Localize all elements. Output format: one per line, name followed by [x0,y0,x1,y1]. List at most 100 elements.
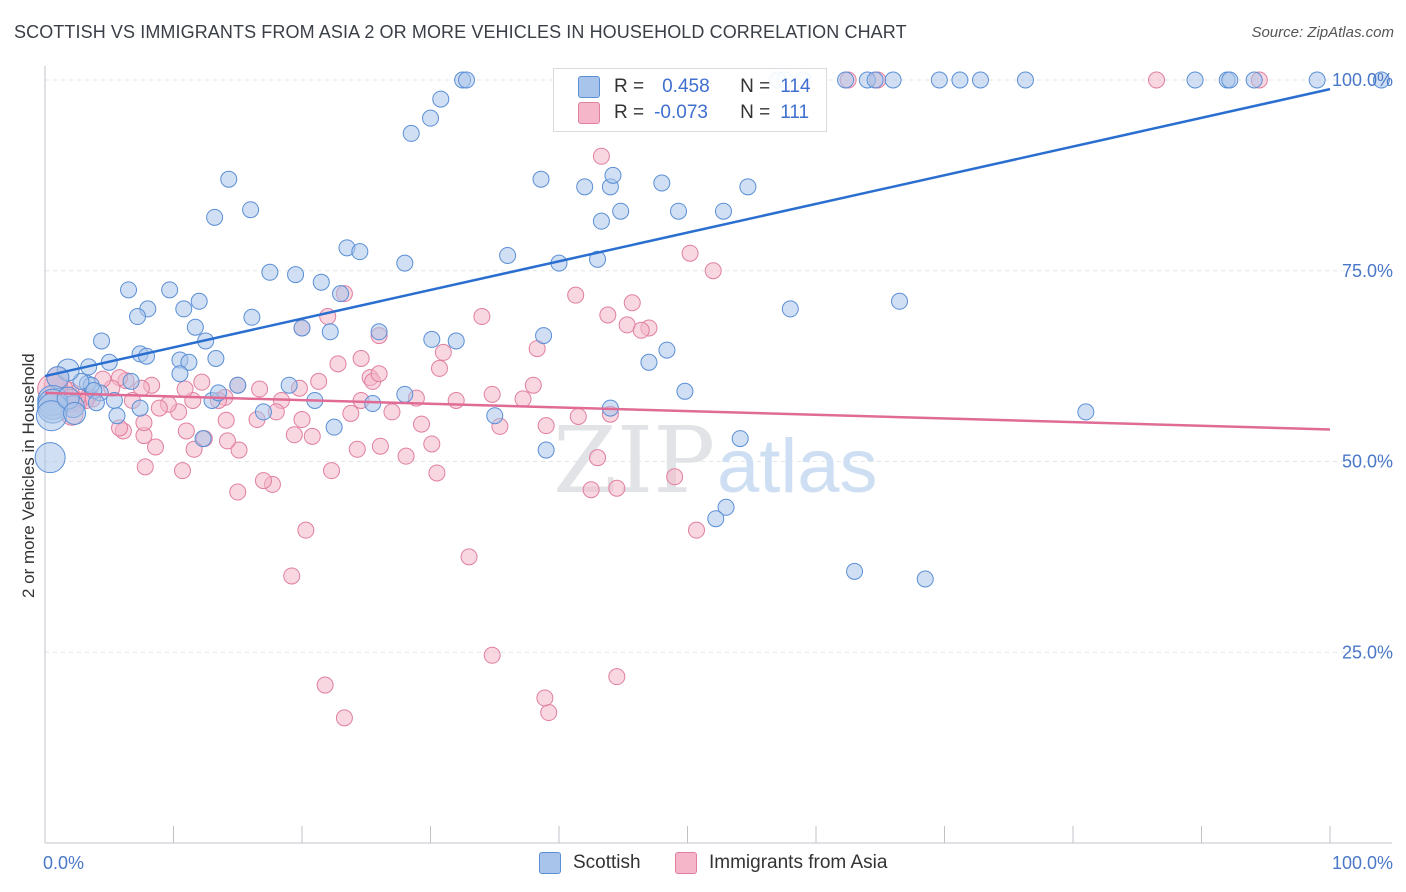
scottish-points [34,71,1390,588]
scottish-point [1016,71,1034,89]
scottish-point [717,498,735,516]
scottish-point [122,372,140,390]
scottish-point [930,71,948,89]
asia-point [589,449,607,467]
scottish-point [604,166,622,184]
scottish-point [731,430,749,448]
asia-point [218,432,236,450]
scottish-point [640,353,658,371]
source-credit: Source: ZipAtlas.com [1251,24,1394,41]
scottish-point [781,300,799,318]
r-label: R = [614,76,645,97]
scottish-point [207,349,225,367]
scottish-point [422,109,439,127]
chart-title: SCOTTISH VS IMMIGRANTS FROM ASIA 2 OR MO… [14,22,907,42]
legend-row-asia: R = -0.073 N = 111 [578,101,809,125]
asia-point [383,403,401,421]
scottish-point [592,212,610,230]
asia-point [370,365,388,383]
axis-labels: 25.0% 50.0% 75.0% 100.0% 0.0% 100.0% [43,70,1393,873]
y-axis-label: 2 or more Vehicles in Household [19,353,38,598]
scottish-point [293,319,311,337]
scottish-trend-line [44,87,1331,378]
scottish-point [884,71,902,89]
asia-point [413,415,431,433]
asia-point [323,462,341,480]
scottish-point [175,300,193,318]
scottish-point [206,208,224,226]
asia-point [473,308,491,326]
asia-point [608,668,626,686]
scottish-point [486,407,504,425]
asia-point [230,441,248,459]
asia-legend-swatch [675,852,697,874]
asia-point [285,426,303,444]
scottish-point [653,174,671,192]
scottish-r-value: 0.458 [662,76,710,97]
scottish-point [396,385,414,403]
scottish-point [576,178,594,196]
y-tick-label: 25.0% [1342,642,1393,662]
scottish-point [499,246,517,264]
scottish-point [951,71,969,89]
scottish-point [916,570,934,588]
y-tick-label: 100.0% [1332,70,1393,90]
asia-point [316,676,334,694]
asia-point [177,422,195,440]
scottish-point [229,376,247,394]
scottish-point [707,510,725,528]
y-tick-label: 75.0% [1342,261,1393,281]
asia-n-value: 111 [780,102,810,123]
scottish-point [1186,71,1204,89]
asia-point [681,244,699,262]
asia-point [135,414,153,432]
scottish-point [432,90,450,108]
scottish-point [971,71,989,89]
asia-point [599,306,617,324]
scottish-point [670,202,688,220]
scottish-point [261,263,279,281]
scottish-point [287,266,305,284]
asia-point [524,376,542,394]
asia-swatch [578,102,600,124]
scottish-point [180,353,198,371]
scottish-point [87,394,105,412]
scottish-point [243,308,261,326]
asia-point [136,458,154,476]
asia-point [536,689,554,707]
scottish-point [129,308,147,326]
bottom-legend-asia: Immigrants from Asia [675,852,887,874]
bottom-legend-scottish: Scottish [539,852,641,874]
scottish-point [1308,71,1326,89]
n-label: N = [740,102,771,123]
scottish-point [120,281,138,299]
asia-point [352,349,370,367]
scottish-point [402,124,420,142]
scottish-point [332,285,350,303]
scottish-point [131,399,149,417]
asia-point [335,709,353,727]
asia-point [1148,71,1166,89]
asia-point [483,385,501,403]
scottish-point [242,201,260,219]
asia-point [540,704,558,722]
scottish-point [535,327,553,345]
scottish-point [589,250,607,268]
asia-point [397,447,415,465]
asia-point [608,479,626,497]
asia-point [297,521,315,539]
asia-point [569,407,587,425]
asia-point [283,567,301,585]
y-tick-label: 50.0% [1342,452,1393,472]
scottish-point [171,365,189,383]
scottish-point [63,401,87,425]
scottish-point [846,562,864,580]
scottish-point [72,372,90,390]
asia-point [514,390,532,408]
scottish-point [254,403,272,421]
watermark-zip: ZIP [553,407,715,514]
asia-point [229,483,247,501]
scottish-legend-label: Scottish [573,852,641,873]
asia-point [447,391,465,409]
asia-point [666,468,684,486]
